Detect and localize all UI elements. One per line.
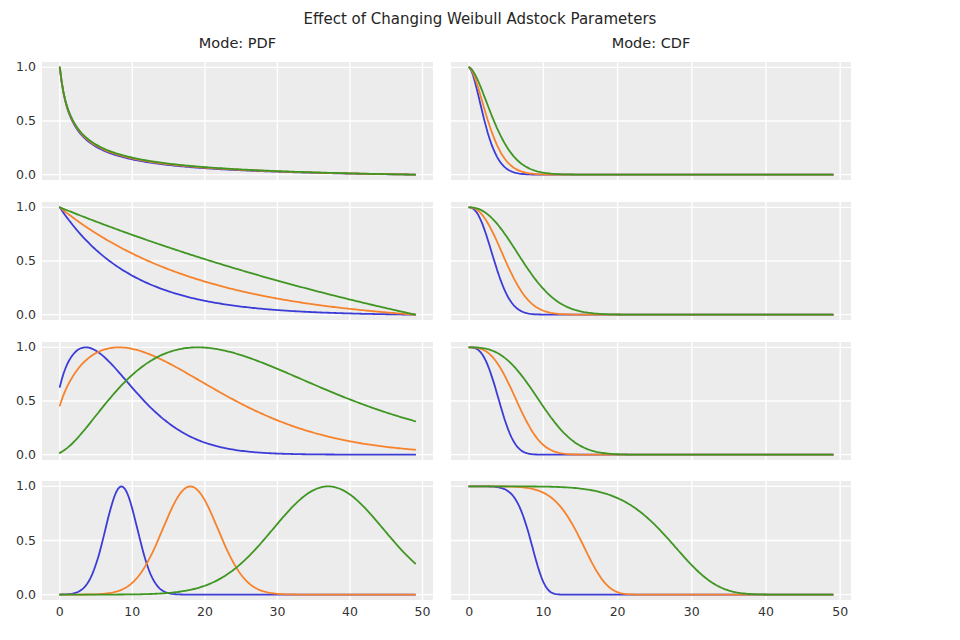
subplot-row2-pdf xyxy=(42,202,433,320)
subplot-row1-cdf xyxy=(451,62,851,180)
plot-area xyxy=(451,202,851,320)
plot-area xyxy=(42,62,433,180)
figure-title: Effect of Changing Weibull Adstock Param… xyxy=(0,10,960,28)
y-tick-label: 1.0 xyxy=(0,199,36,215)
subplot-row4-cdf xyxy=(451,481,851,600)
curve-green xyxy=(60,347,415,452)
x-tick-label: 50 xyxy=(406,604,440,620)
y-tick-label: 0.0 xyxy=(0,167,36,183)
y-tick-label: 0.0 xyxy=(0,447,36,463)
y-tick-label: 0.5 xyxy=(0,533,36,549)
subplot-title-pdf: Mode: PDF xyxy=(42,35,433,51)
y-tick-label: 1.0 xyxy=(0,478,36,494)
x-tick-label: 20 xyxy=(601,604,635,620)
y-tick-label: 1.0 xyxy=(0,59,36,75)
subplot-title-cdf: Mode: CDF xyxy=(451,35,851,51)
curve-orange xyxy=(60,347,415,449)
plot-area xyxy=(42,202,433,320)
plot-area xyxy=(451,481,851,600)
figure: Effect of Changing Weibull Adstock Param… xyxy=(0,0,960,640)
subplot-row3-cdf xyxy=(451,342,851,460)
plot-area xyxy=(42,342,433,460)
x-tick-label: 10 xyxy=(526,604,560,620)
y-tick-label: 0.5 xyxy=(0,113,36,129)
subplot-row4-pdf xyxy=(42,481,433,600)
subplot-row1-pdf xyxy=(42,62,433,180)
x-tick-label: 30 xyxy=(675,604,709,620)
y-tick-label: 0.5 xyxy=(0,253,36,269)
plot-area xyxy=(451,62,851,180)
plot-area xyxy=(42,481,433,600)
x-tick-label: 10 xyxy=(115,604,149,620)
x-tick-label: 40 xyxy=(333,604,367,620)
x-tick-label: 20 xyxy=(188,604,222,620)
plot-area xyxy=(451,342,851,460)
x-tick-label: 30 xyxy=(260,604,294,620)
y-tick-label: 0.5 xyxy=(0,393,36,409)
y-tick-label: 0.0 xyxy=(0,307,36,323)
x-tick-label: 0 xyxy=(43,604,77,620)
subplot-row3-pdf xyxy=(42,342,433,460)
x-tick-label: 0 xyxy=(452,604,486,620)
subplot-row2-cdf xyxy=(451,202,851,320)
x-tick-label: 50 xyxy=(823,604,857,620)
y-tick-label: 0.0 xyxy=(0,587,36,603)
y-tick-label: 1.0 xyxy=(0,339,36,355)
x-tick-label: 40 xyxy=(749,604,783,620)
